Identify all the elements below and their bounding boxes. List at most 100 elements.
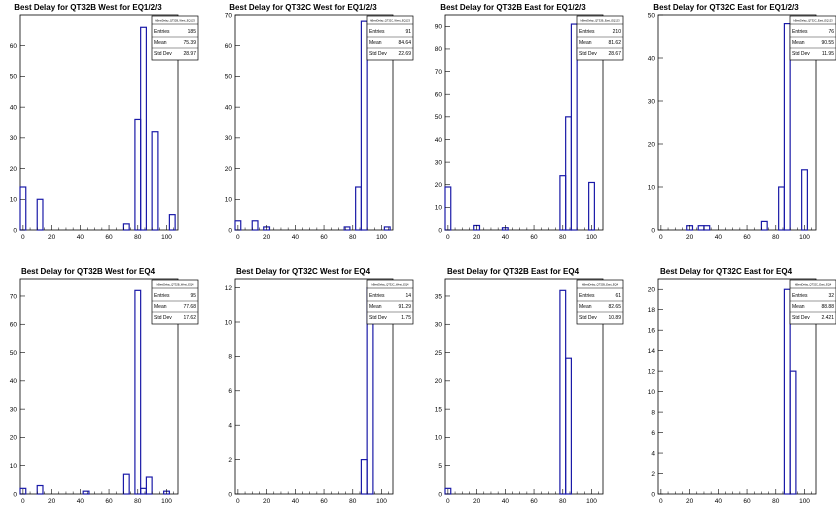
y-tick-label: 60 (10, 43, 18, 50)
stats-box (366, 279, 414, 325)
histogram-bin (565, 357, 572, 495)
stats-title: hBestDelay_QT32C_East_EQ123 (793, 19, 833, 23)
y-tick-label: 6 (228, 388, 232, 395)
y-tick-label: 60 (435, 92, 443, 99)
stats-entries-label: Entries (579, 293, 595, 299)
stats-entries-value: 32 (828, 293, 834, 299)
y-tick-label: 10 (10, 463, 18, 470)
y-tick-label: 0 (228, 227, 232, 234)
plot-frame (19, 278, 179, 495)
x-tick-label: 20 (473, 498, 481, 505)
stats-box (366, 15, 414, 61)
histogram-title: Best Delay for QT32C West for EQ4 (236, 267, 371, 276)
y-tick-label: 30 (648, 98, 656, 105)
x-tick-label: 20 (686, 498, 694, 505)
stats-mean-value: 77.68 (183, 304, 196, 310)
histogram-bin (801, 169, 808, 231)
y-tick-label: 35 (435, 293, 443, 300)
histogram-bin (122, 223, 130, 231)
x-tick-label: 100 (376, 498, 387, 505)
y-tick-label: 40 (648, 55, 656, 62)
histogram-bin (778, 186, 785, 231)
stats-mean-label: Mean (154, 40, 167, 46)
plot-frame (444, 278, 604, 495)
y-tick-label: 10 (225, 319, 233, 326)
y-tick-label: 30 (10, 135, 18, 142)
y-tick-label: 40 (10, 378, 18, 385)
stats-stddev-label: Std Dev (369, 51, 387, 57)
histogram-bin (703, 225, 711, 231)
y-tick-label: 12 (225, 285, 233, 292)
stats-stddev-value: 22.69 (398, 51, 411, 57)
y-tick-label: 90 (435, 24, 443, 31)
x-tick-label: 40 (292, 498, 300, 505)
y-tick-label: 20 (435, 182, 443, 189)
histogram-bin (760, 220, 768, 231)
stats-title: hBestDelay_QT32B_East_EQ123 (580, 19, 620, 23)
x-tick-label: 60 (743, 498, 751, 505)
stats-entries-value: 14 (405, 293, 411, 299)
y-tick-label: 0 (13, 227, 17, 234)
stats-box (576, 279, 624, 325)
x-tick-label: 0 (21, 234, 25, 241)
x-tick-label: 60 (530, 498, 538, 505)
stats-mean-value: 81.62 (608, 40, 621, 46)
stats-entries-value: 91 (405, 29, 411, 35)
y-tick-label: 30 (225, 135, 233, 142)
histogram-pad-5: Best Delay for QT32B West for EQ4 0 20 40 60… (0, 264, 199, 518)
stats-title: hBestDelay_QT32C_East_EQ4 (795, 283, 832, 287)
y-tick-label: 16 (648, 327, 656, 334)
stats-mean-value: 84.64 (398, 40, 411, 46)
y-tick-label: 20 (225, 166, 233, 173)
histogram-pad-3: Best Delay for QT32B East for EQ1/2/3 0 20… (425, 0, 624, 254)
histogram-bin (251, 220, 259, 231)
stats-entries-value: 76 (828, 29, 834, 35)
histogram-title: Best Delay for QT32B East for EQ1/2/3 (440, 3, 586, 12)
histogram-bin (559, 175, 567, 231)
histogram-pad-8: Best Delay for QT32C East for EQ4 0 20 40 60… (638, 264, 836, 518)
stats-stddev-value: 28.67 (608, 51, 621, 57)
y-tick-label: 50 (435, 114, 443, 121)
x-tick-label: 20 (48, 234, 56, 241)
y-tick-label: 30 (435, 322, 443, 329)
y-tick-label: 60 (10, 322, 18, 329)
stats-title: hBestDelay_QT32B_East_EQ4 (582, 283, 619, 287)
stats-mean-value: 75.39 (183, 40, 196, 46)
y-tick-label: 20 (10, 435, 18, 442)
y-tick-label: 0 (13, 491, 17, 498)
histogram-bin (783, 288, 791, 495)
histogram-bin (140, 26, 147, 231)
histogram-bin (168, 214, 176, 231)
y-tick-label: 14 (648, 348, 656, 355)
stats-entries-label: Entries (369, 293, 385, 299)
histogram-bin (570, 23, 578, 231)
x-tick-label: 40 (77, 234, 85, 241)
x-tick-label: 40 (715, 234, 723, 241)
histogram-bin (783, 23, 791, 231)
histogram-bin (565, 116, 572, 231)
y-tick-label: 10 (648, 389, 656, 396)
y-tick-label: 20 (648, 287, 656, 294)
stats-stddev-value: 28.97 (183, 51, 196, 57)
histogram-svg: Best Delay for QT32C West for EQ1/2/3 0 20… (225, 3, 414, 241)
x-tick-label: 20 (263, 498, 271, 505)
x-tick-label: 100 (799, 498, 810, 505)
x-tick-label: 20 (473, 234, 481, 241)
y-tick-label: 0 (438, 491, 442, 498)
histogram-svg: Best Delay for QT32B West for EQ1/2/3 0 20… (10, 3, 199, 241)
y-tick-label: 70 (10, 293, 18, 300)
plot-frame (19, 14, 179, 231)
stats-box (789, 279, 836, 325)
histogram-bin (36, 484, 44, 495)
y-tick-label: 10 (648, 184, 656, 191)
histogram-bin (122, 473, 130, 495)
y-tick-label: 0 (228, 491, 232, 498)
y-tick-label: 40 (225, 104, 233, 111)
x-tick-label: 100 (161, 498, 172, 505)
stats-stddev-value: 17.62 (183, 315, 196, 321)
x-tick-label: 100 (799, 234, 810, 241)
x-tick-label: 40 (502, 234, 510, 241)
y-tick-label: 10 (435, 205, 443, 212)
